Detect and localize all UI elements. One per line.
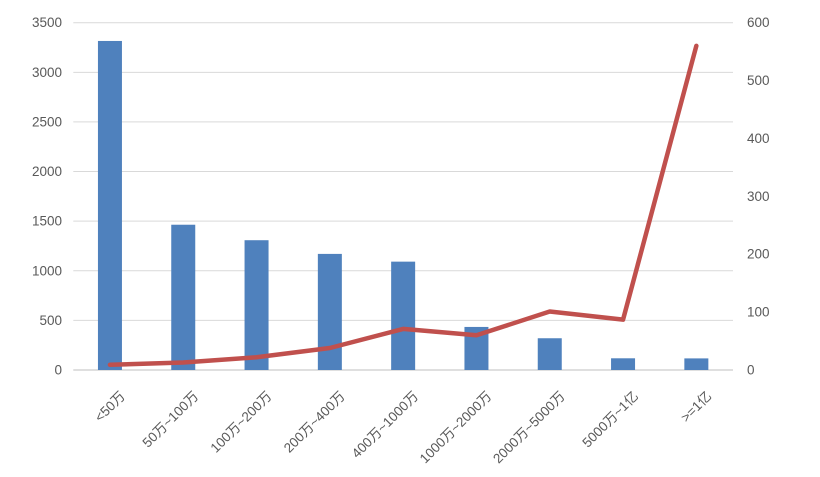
- left-axis-tick-label: 2000: [32, 164, 62, 179]
- x-axis-category-label: 400万~1000万: [349, 389, 421, 461]
- x-axis-category-label: >=1亿: [678, 389, 715, 426]
- right-axis-tick-label: 600: [747, 15, 770, 30]
- left-axis-tick-label: 3500: [32, 15, 62, 30]
- left-axis-ticks-group: 0 500 1000 1500 2000 2500 3000 3500: [32, 15, 62, 377]
- x-axis-labels-group: <50万 50万~100万 100万~200万 200万~400万 400万~1000万…: [92, 389, 715, 467]
- right-axis-tick-label: 100: [747, 305, 770, 320]
- x-axis-category-label: 5000万~1亿: [579, 389, 641, 451]
- right-axis-ticks-group: 0 100 200 300 400 500 600: [747, 15, 770, 377]
- right-axis-tick-label: 200: [747, 247, 770, 262]
- bar: [171, 224, 196, 370]
- x-axis-category-label: 1000万~2000万: [417, 389, 495, 467]
- bar: [244, 240, 269, 370]
- left-axis-tick-label: 0: [54, 363, 62, 378]
- left-axis-tick-label: 2500: [32, 114, 62, 129]
- right-axis-tick-label: 400: [747, 131, 770, 146]
- left-axis-tick-label: 1500: [32, 214, 62, 229]
- left-axis-tick-label: 3000: [32, 65, 62, 80]
- right-axis-tick-label: 0: [747, 363, 755, 378]
- bar: [317, 253, 342, 370]
- right-axis-tick-label: 300: [747, 189, 770, 204]
- bar: [97, 40, 122, 370]
- x-axis-category-label: 100万~200万: [208, 389, 275, 456]
- bar: [684, 358, 709, 370]
- bar: [537, 338, 562, 370]
- bar: [611, 358, 636, 370]
- left-axis-tick-label: 1000: [32, 263, 62, 278]
- x-axis-category-label: 50万~100万: [140, 389, 202, 451]
- bar: [391, 261, 416, 370]
- x-axis-category-label: <50万: [92, 389, 128, 425]
- right-axis-tick-label: 500: [747, 73, 770, 88]
- x-axis-category-label: 2000万~5000万: [490, 389, 568, 467]
- left-axis-tick-label: 500: [39, 313, 62, 328]
- x-axis-category-label: 200万~400万: [281, 389, 348, 456]
- trend-line: [107, 43, 699, 368]
